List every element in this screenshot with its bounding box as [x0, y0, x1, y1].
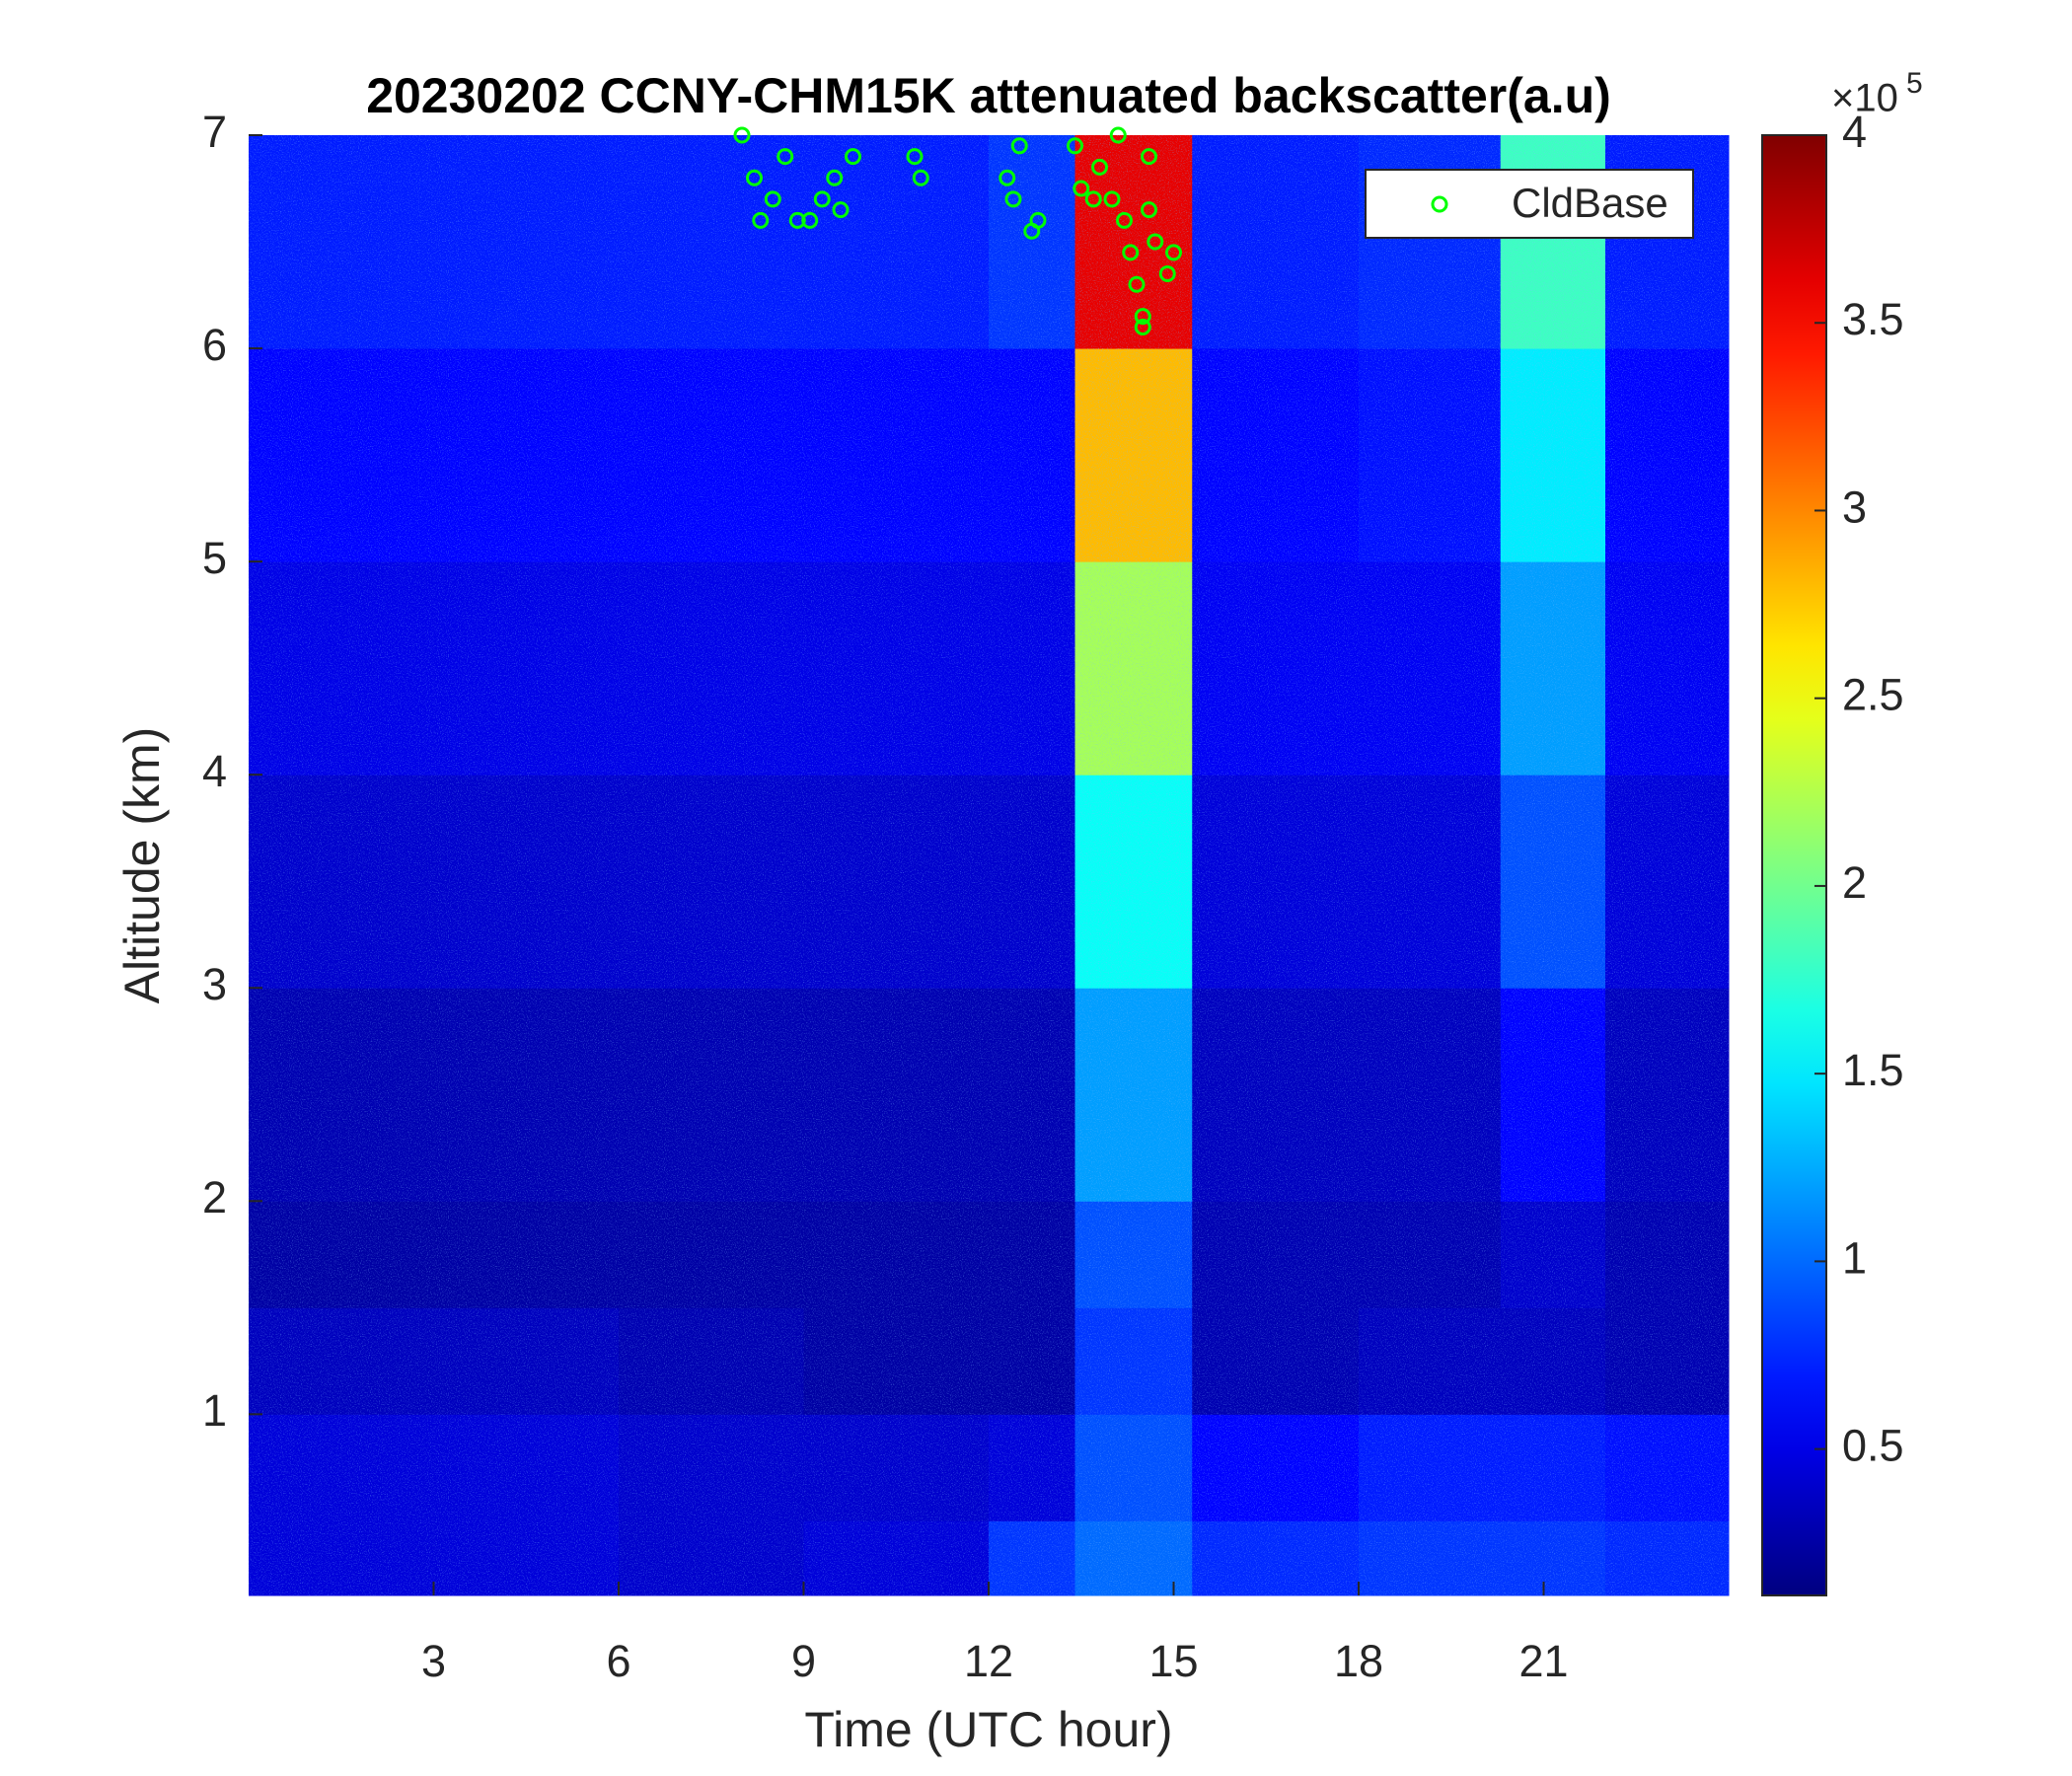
colorbar-exponent: 5: [1906, 67, 1923, 100]
cloud-base-point: [912, 169, 929, 186]
cloud-base-point: [777, 148, 794, 166]
cloud-base-point: [845, 148, 861, 166]
colorbar-tick-label: 1: [1842, 1232, 1867, 1283]
cloud-base-point: [999, 169, 1016, 186]
cloud-base-point: [1141, 148, 1157, 166]
x-tick-label: 9: [791, 1636, 816, 1686]
cloud-base-point: [1116, 211, 1133, 229]
y-tick-label: 2: [202, 1172, 227, 1222]
cloud-base-point: [1158, 264, 1176, 282]
cloud-base-point: [1109, 126, 1127, 144]
cloud-base-point: [832, 201, 850, 219]
legend-box: [1365, 169, 1694, 239]
cloud-base-point: [1165, 244, 1182, 261]
colorbar-tick-label: 2: [1842, 857, 1867, 908]
y-tick-label: 3: [202, 959, 227, 1009]
cloud-base-point: [1091, 158, 1108, 176]
cloud-base-point: [1147, 233, 1164, 251]
cloud-base-point: [801, 211, 819, 229]
y-tick-label: 5: [202, 533, 227, 583]
cloud-base-point: [1128, 275, 1146, 293]
cloud-base-point: [1010, 137, 1028, 155]
cloud-base-point: [1004, 190, 1022, 208]
cloud-base-point: [1084, 190, 1102, 208]
cloud-base-point: [813, 190, 831, 208]
legend-label: CldBase: [1512, 180, 1668, 226]
y-tick-label: 6: [202, 320, 227, 370]
y-tick-label: 1: [202, 1385, 227, 1436]
cloud-base-point: [1122, 244, 1140, 261]
cloud-base-point: [1134, 318, 1151, 335]
cloud-base-point: [1103, 190, 1121, 208]
x-tick-label: 21: [1518, 1636, 1568, 1686]
cloud-base-point: [1141, 201, 1157, 219]
cloud-base-point: [752, 211, 770, 229]
colorbar-tick-label: 0.5: [1842, 1421, 1904, 1471]
x-tick-label: 18: [1334, 1636, 1383, 1686]
x-tick-label: 3: [421, 1636, 446, 1686]
cloud-base-point: [733, 126, 751, 144]
colorbar-tick-label: 1.5: [1842, 1045, 1904, 1095]
y-axis-label: Altitude (km): [114, 727, 170, 1004]
x-axis-label: Time (UTC hour): [804, 1702, 1172, 1757]
colorbar-tick-label: 3: [1842, 481, 1867, 532]
x-tick-label: 12: [964, 1636, 1013, 1686]
y-tick-label: 7: [202, 107, 227, 157]
colorbar: [1761, 134, 1827, 1596]
speckle-texture: [249, 135, 1729, 1595]
cloud-base-point: [826, 169, 844, 186]
cloud-base-point: [1067, 137, 1083, 155]
colorbar-multiplier: ×10: [1831, 77, 1898, 120]
legend-marker: [1431, 195, 1448, 213]
y-tick-label: 4: [202, 746, 227, 796]
x-tick-label: 6: [606, 1636, 630, 1686]
cloud-base-point: [906, 148, 924, 166]
cloud-base-point: [746, 169, 763, 186]
colorbar-tick-label: 4: [1842, 107, 1867, 157]
cloud-base-point: [1073, 180, 1090, 197]
cloud-base-point: [1134, 308, 1151, 326]
colorbar-tick-label: 2.5: [1842, 670, 1904, 720]
colorbar-tick-label: 3.5: [1842, 294, 1904, 344]
x-tick-label: 15: [1148, 1636, 1198, 1686]
cloud-base-point: [1029, 211, 1047, 229]
cloud-base-point: [764, 190, 781, 208]
chart-title: 20230202 CCNY-CHM15K attenuated backscat…: [366, 68, 1611, 123]
